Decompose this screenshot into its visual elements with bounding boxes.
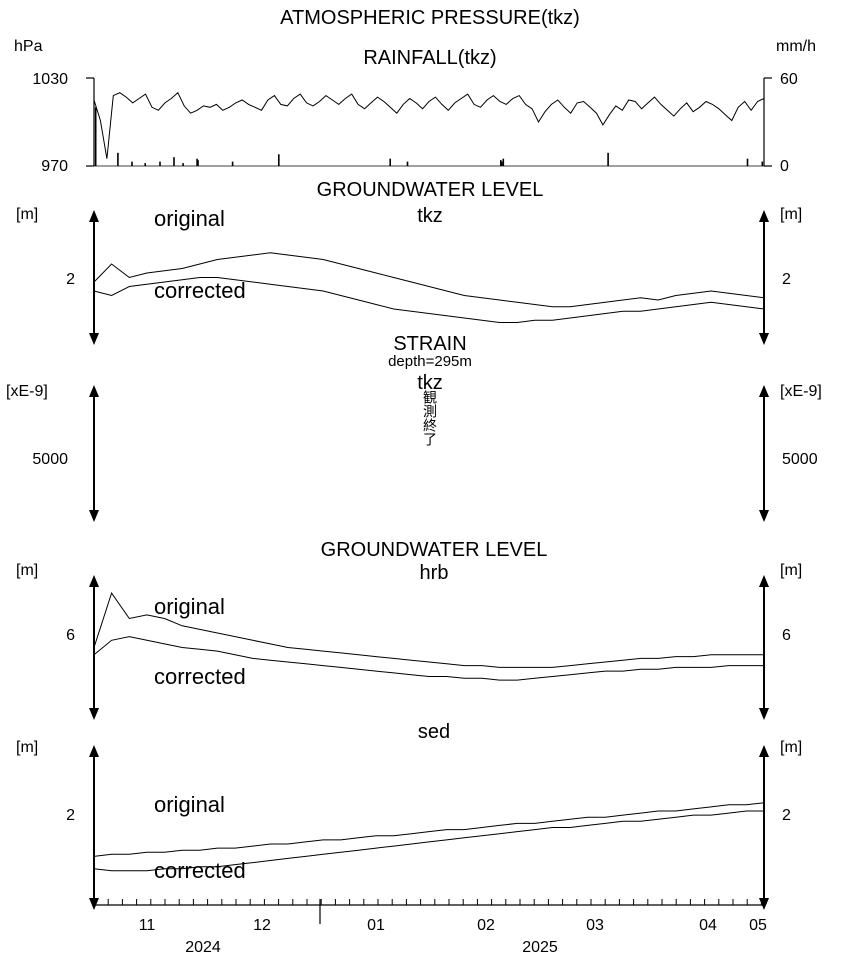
x-year-label-2025: 2025 — [522, 939, 558, 956]
gw-hrb-corrected-label: corrected — [154, 664, 246, 689]
gw-sed-corrected-line — [93, 810, 764, 872]
pressure-line — [93, 91, 765, 159]
gw-tkz-original-label: original — [154, 206, 225, 231]
gw-tkz-left-unit: [m] — [16, 206, 38, 223]
gw-sed-subtitle: sed — [418, 721, 450, 743]
rainfall-title: RAINFALL(tkz) — [363, 47, 496, 69]
strain-subtitle: tkz — [417, 372, 443, 394]
range-arrow — [759, 210, 769, 345]
panel-strain: STRAIN depth=295m tkz [xE-9] [xE-9] 5000… — [6, 333, 822, 468]
strain-title: STRAIN — [393, 333, 466, 355]
gw-sed-original-line — [93, 802, 765, 857]
rainfall-right-tick-bottom: 0 — [780, 158, 789, 175]
gw-sed-corrected-label: corrected — [154, 858, 246, 883]
x-axis: 11 12 01 02 03 04 05 2024 2025 — [93, 899, 767, 956]
x-month-label-02: 02 — [477, 917, 495, 934]
range-arrow — [759, 745, 769, 910]
gw-hrb-left-tick: 6 — [66, 627, 75, 644]
pressure-right-unit: mm/h — [776, 38, 816, 55]
panel-groundwater-sed: sed [m] [m] 2 2 original corrected — [16, 721, 802, 883]
gw-tkz-original-line — [93, 252, 765, 308]
strain-left-tick: 5000 — [32, 451, 68, 468]
gw-hrb-title: GROUNDWATER LEVEL — [321, 539, 548, 561]
strain-left-unit: [xE-9] — [6, 383, 48, 400]
gw-tkz-corrected-line — [93, 277, 765, 323]
gw-tkz-corrected-label: corrected — [154, 278, 246, 303]
gw-hrb-original-line — [93, 591, 764, 668]
x-month-label-11: 11 — [139, 917, 156, 934]
gw-hrb-left-unit: [m] — [16, 562, 38, 579]
pressure-left-tick-top: 1030 — [32, 71, 68, 88]
x-month-label-04: 04 — [699, 917, 717, 934]
gw-hrb-right-tick: 6 — [782, 627, 791, 644]
x-month-label-01: 01 — [367, 917, 385, 934]
pressure-left-unit: hPa — [14, 38, 43, 55]
panel-pressure: ATMOSPHERIC PRESSURE(tkz) RAINFALL(tkz) … — [14, 7, 816, 175]
gw-sed-left-unit: [m] — [16, 739, 38, 756]
rainfall-right-tick-top: 60 — [780, 71, 798, 88]
range-arrow — [759, 385, 769, 522]
rainfall-bars — [94, 107, 764, 166]
gw-hrb-corrected-line — [93, 636, 764, 681]
gw-sed-right-unit: [m] — [780, 739, 802, 756]
x-year-label-2024: 2024 — [185, 939, 221, 956]
gw-hrb-right-unit: [m] — [780, 562, 802, 579]
gw-sed-right-tick: 2 — [782, 807, 791, 824]
gw-tkz-right-tick: 2 — [782, 271, 791, 288]
pressure-title: ATMOSPHERIC PRESSURE(tkz) — [280, 7, 580, 29]
gw-hrb-subtitle: hrb — [420, 562, 449, 584]
panel-groundwater-tkz: GROUNDWATER LEVEL tkz [m] [m] 2 2 origin… — [16, 179, 802, 323]
gw-tkz-title: GROUNDWATER LEVEL — [317, 179, 544, 201]
range-arrow — [759, 575, 769, 720]
range-arrow — [89, 210, 99, 345]
gw-tkz-left-tick: 2 — [66, 271, 75, 288]
gw-sed-original-label: original — [154, 792, 225, 817]
gw-hrb-original-label: original — [154, 594, 225, 619]
gw-sed-left-tick: 2 — [66, 807, 75, 824]
strain-right-tick: 5000 — [782, 451, 818, 468]
x-month-label-03: 03 — [586, 917, 604, 934]
strain-observation-ended-note: 観測終了 — [422, 389, 438, 446]
pressure-left-tick-bottom: 970 — [41, 158, 68, 175]
x-month-label-05: 05 — [749, 917, 767, 934]
range-arrow — [89, 745, 99, 910]
strain-depth: depth=295m — [388, 353, 472, 370]
range-arrow — [89, 575, 99, 720]
x-axis-ticks — [93, 899, 762, 905]
gw-tkz-subtitle: tkz — [417, 205, 443, 227]
range-arrow — [89, 385, 99, 522]
gw-tkz-right-unit: [m] — [780, 206, 802, 223]
panel-groundwater-hrb: GROUNDWATER LEVEL hrb [m] [m] 6 6 origin… — [16, 539, 802, 689]
x-month-label-12: 12 — [253, 917, 271, 934]
strain-right-unit: [xE-9] — [780, 383, 822, 400]
